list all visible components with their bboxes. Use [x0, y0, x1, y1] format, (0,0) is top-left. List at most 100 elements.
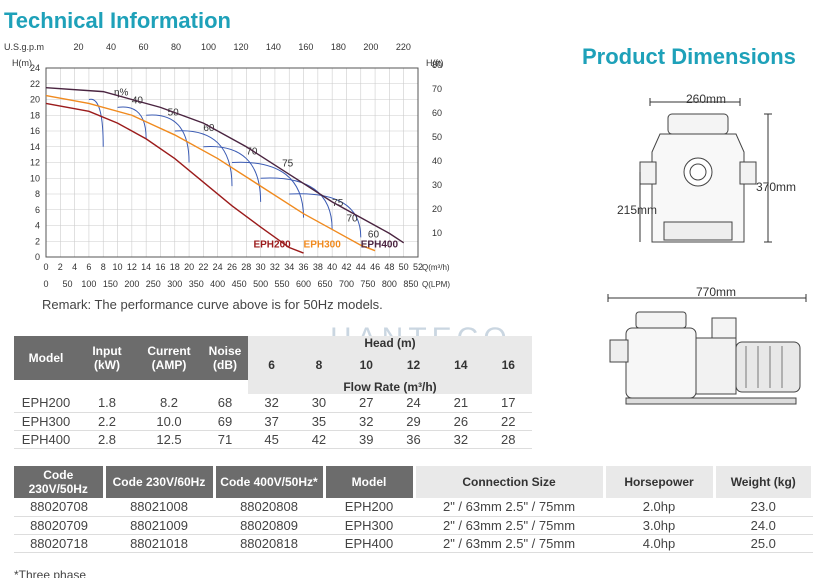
x3-tick-label: 100 [81, 279, 96, 289]
th-model: Model [324, 466, 416, 498]
cell: 88020709 [14, 516, 104, 535]
cell: 17 [484, 394, 532, 413]
cell: EPH400 [14, 430, 78, 449]
y-tick-label: 20 [30, 95, 40, 105]
x2-tick-label: 100 [201, 42, 216, 52]
footnote: *Three phase [14, 568, 87, 578]
cell: 23.0 [714, 498, 813, 517]
x3-tick-label: 850 [403, 279, 418, 289]
y2-tick-label: 50 [432, 132, 442, 142]
x-tick-label: 48 [384, 262, 394, 272]
th-head-16: 16 [484, 350, 532, 380]
x-tick-label: 14 [141, 262, 151, 272]
performance-chart: 024681012141618202224H(m)102030405060708… [4, 42, 450, 289]
x-tick-label: 34 [284, 262, 294, 272]
cell: 71 [202, 430, 248, 449]
th-model: Model [14, 336, 78, 380]
efficiency-curve [289, 193, 362, 238]
x3-tick-label: 400 [210, 279, 225, 289]
th-head: Head (m) [248, 336, 532, 350]
cell: 2.2 [78, 412, 136, 431]
th-code-400-50: Code 400V/50Hz* [214, 466, 326, 498]
cell: 36 [389, 430, 438, 449]
x-tick-label: 52 [413, 262, 423, 272]
x-tick-label: 0 [43, 262, 48, 272]
efficiency-symbol: η% [114, 88, 129, 99]
x3-tick-label: 250 [146, 279, 161, 289]
cell: 10.0 [136, 412, 202, 431]
table-row: 88020709 88021009 88020809 EPH300 2" / 63mm … [14, 516, 813, 535]
x2-tick-label: 80 [171, 42, 181, 52]
x-tick-label: 10 [113, 262, 123, 272]
series-line-eph200 [45, 102, 304, 254]
x3-tick-label: 0 [43, 279, 48, 289]
x3-tick-label: 150 [103, 279, 118, 289]
x2-tick-label: 160 [298, 42, 313, 52]
y2-tick-label: 60 [432, 108, 442, 118]
y2-tick-label: 80 [432, 60, 442, 70]
x-tick-label: 2 [58, 262, 63, 272]
efficiency-curve [231, 161, 305, 218]
y2-tick-label: 70 [432, 84, 442, 94]
cell: 42 [295, 430, 343, 449]
x3-tick-label: 700 [339, 279, 354, 289]
y-tick-label: 14 [30, 142, 40, 152]
cell: 69 [202, 412, 248, 431]
y-tick-label: 12 [30, 158, 40, 168]
x-tick-label: 46 [370, 262, 380, 272]
x3-tick-label: 300 [167, 279, 182, 289]
technical-title: Technical Information [4, 8, 231, 33]
cell: 30 [295, 394, 343, 413]
x-tick-label: 42 [341, 262, 351, 272]
cell: EPH300 [324, 516, 414, 535]
table-row: EPH200 1.8 8.2 68 32 30 27 24 21 17 [14, 394, 532, 413]
cell: EPH200 [324, 498, 414, 517]
x3-tick-label: 200 [124, 279, 139, 289]
cell: 88020718 [14, 534, 104, 553]
cell: 45 [248, 430, 296, 449]
cell: 88020809 [214, 516, 324, 535]
chart-remark: Remark: The performance curve above is f… [42, 297, 383, 312]
cell: 88021009 [104, 516, 214, 535]
cell: 2" / 63mm 2.5" / 75mm [414, 534, 604, 553]
cell: 29 [389, 412, 438, 431]
x-tick-label: 6 [86, 262, 91, 272]
x-tick-label: 32 [270, 262, 280, 272]
y-tick-label: 2 [35, 236, 40, 246]
x2-tick-label: 60 [138, 42, 148, 52]
x-tick-label: 44 [356, 262, 366, 272]
efficiency-curve [117, 106, 147, 139]
dimensions-title: Product Dimensions [582, 44, 796, 69]
cell: 25.0 [714, 534, 813, 553]
cell: 32 [437, 430, 485, 449]
cell: 88021018 [104, 534, 214, 553]
cell: EPH400 [324, 534, 414, 553]
x-tick-label: 28 [241, 262, 251, 272]
y-tick-label: 16 [30, 126, 40, 136]
x2-tick-label: 140 [266, 42, 281, 52]
efficiency-label: 60 [368, 229, 380, 240]
series-line-eph300 [45, 94, 376, 252]
y-tick-label: 0 [35, 252, 40, 262]
efficiency-label: 60 [203, 123, 215, 134]
cell: 2.0hp [604, 498, 714, 517]
y2-axis-label: H(ft) [426, 58, 444, 68]
th-head-10: 10 [342, 350, 390, 380]
cell: 4.0hp [604, 534, 714, 553]
x-tick-label: 22 [198, 262, 208, 272]
cell: 39 [342, 430, 390, 449]
cell: 2" / 63mm 2.5" / 75mm [414, 516, 604, 535]
x2-tick-label: 180 [331, 42, 346, 52]
th-input: Input (kW) [78, 336, 136, 380]
efficiency-label: 75 [332, 198, 344, 209]
cell: EPH200 [14, 394, 78, 413]
x3-tick-label: 650 [317, 279, 332, 289]
cell: 21 [437, 394, 485, 413]
cell: 1.8 [78, 394, 136, 413]
plot-frame [45, 67, 419, 258]
table-row: 88020708 88021008 88020808 EPH200 2" / 63mm … [14, 498, 813, 517]
th-head-8: 8 [295, 350, 343, 380]
th-horsepower: Horsepower [604, 466, 716, 498]
specs-table: Model Input (kW) Current (AMP) Noise (dB… [14, 336, 532, 449]
x3-tick-label: 750 [360, 279, 375, 289]
